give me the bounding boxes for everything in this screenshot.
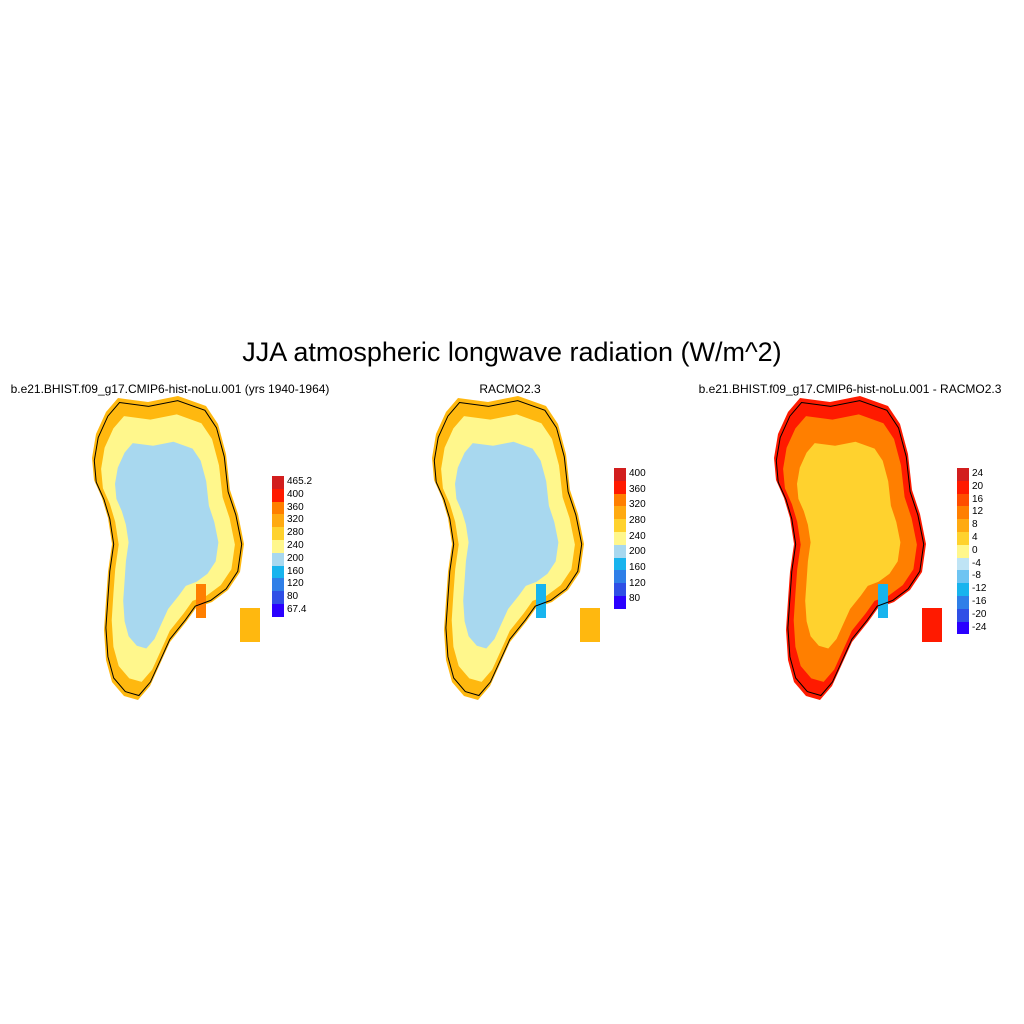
colorbar-tick-label: 80 xyxy=(629,593,641,605)
colorbar-tick-label: 240 xyxy=(629,530,646,542)
colorbar-tick-label: -16 xyxy=(972,596,987,607)
colorbar-tick-label: -20 xyxy=(972,608,987,620)
panel-2-map xyxy=(432,396,600,700)
panel-2-title: RACMO2.3 xyxy=(479,382,541,396)
colorbar-segment xyxy=(272,591,284,604)
ice-sheet-interior xyxy=(455,441,559,649)
colorbar-tick-label: 280 xyxy=(629,514,646,526)
ice-sheet-interior xyxy=(115,441,219,649)
colorbar-segment xyxy=(614,519,626,532)
colorbar-tick-label: 4 xyxy=(972,532,978,543)
colorbar-segment xyxy=(957,468,969,481)
colorbar-segment xyxy=(614,493,626,507)
colorbar-tick-label: 360 xyxy=(629,483,646,495)
colorbar-tick-label: 160 xyxy=(287,565,304,577)
colorbar-segment xyxy=(272,514,284,528)
colorbar-segment xyxy=(272,501,284,515)
colorbar-segment xyxy=(957,493,969,507)
colorbar-segment xyxy=(272,552,284,566)
ice-sheet-interior xyxy=(797,441,901,649)
colorbar-tick-label: 12 xyxy=(972,506,984,518)
colorbar-segment xyxy=(272,476,284,489)
colorbar-tick-label: 67.4 xyxy=(287,604,307,615)
colorbar-segment xyxy=(272,488,284,502)
coastline xyxy=(775,400,925,697)
colorbar-tick-label: 0 xyxy=(972,544,978,556)
colorbar-segment xyxy=(272,540,284,553)
panel-1-title: b.e21.BHIST.f09_g17.CMIP6-hist-noLu.001 … xyxy=(10,382,330,396)
colorbar-tick-label: 200 xyxy=(629,546,646,558)
colorbar-tick-label: 320 xyxy=(287,514,304,526)
colorbar-tick-label: -8 xyxy=(972,570,981,582)
colorbar-segment xyxy=(957,544,969,558)
colorbar-tick-label: 20 xyxy=(972,480,984,492)
colorbar-tick-label: 16 xyxy=(972,493,984,505)
colorbar-segment xyxy=(614,570,626,584)
colorbar-segment xyxy=(272,565,284,579)
colorbar-tick-label: -4 xyxy=(972,557,981,569)
panel-3-map xyxy=(774,396,942,700)
colorbar-segment xyxy=(957,570,969,584)
colorbar-tick-label: 400 xyxy=(287,488,304,500)
colorbar-segment xyxy=(957,506,969,520)
colorbar-tick-label: 400 xyxy=(629,468,646,479)
colorbar-tick-label: 280 xyxy=(287,527,304,539)
ice-sheet-local-feature xyxy=(196,584,206,618)
colorbar-tick-label: -24 xyxy=(972,621,987,633)
colorbar-segment xyxy=(957,621,969,635)
eastern-island xyxy=(240,608,260,642)
colorbar-segment xyxy=(957,583,969,596)
panel-3-title: b.e21.BHIST.f09_g17.CMIP6-hist-noLu.001 … xyxy=(698,382,1002,396)
ice-sheet-local-feature xyxy=(536,584,546,618)
colorbar-tick-label: 24 xyxy=(972,468,984,479)
colorbar-tick-label: 200 xyxy=(287,552,304,564)
colorbar-tick-label: 120 xyxy=(287,578,304,590)
colorbar-segment xyxy=(957,480,969,494)
panel-1-map xyxy=(92,396,260,700)
colorbar-segment xyxy=(614,583,626,596)
colorbar-segment xyxy=(957,519,969,532)
colorbar-segment xyxy=(614,480,626,494)
colorbar-segment xyxy=(957,557,969,571)
colorbar-tick-label: 465.2 xyxy=(287,476,313,487)
coastline xyxy=(433,400,583,697)
colorbar-tick-label: 8 xyxy=(972,519,978,531)
colorbar-segment xyxy=(614,468,626,481)
figure-title: JJA atmospheric longwave radiation (W/m^… xyxy=(242,337,782,367)
colorbar-segment xyxy=(614,557,626,571)
coastline xyxy=(93,400,243,697)
colorbar-segment xyxy=(614,596,626,609)
colorbar-tick-label: 120 xyxy=(629,577,646,589)
colorbar-segment xyxy=(272,604,284,617)
colorbar-segment xyxy=(614,544,626,558)
colorbar-segment xyxy=(614,532,626,545)
colorbar-segment xyxy=(957,608,969,622)
colorbar-tick-label: -12 xyxy=(972,583,987,595)
colorbar-tick-label: 80 xyxy=(287,591,299,603)
colorbar-tick-label: 240 xyxy=(287,540,304,551)
colorbar-segment xyxy=(614,506,626,520)
colorbar-segment xyxy=(957,532,969,545)
colorbar-tick-label: 160 xyxy=(629,561,646,573)
colorbar-segment xyxy=(957,596,969,609)
colorbar-tick-label: 360 xyxy=(287,501,304,513)
eastern-island xyxy=(922,608,942,642)
colorbar-segment xyxy=(272,578,284,592)
ice-sheet-local-feature xyxy=(878,584,888,618)
colorbar-tick-label: 320 xyxy=(629,499,646,511)
eastern-island xyxy=(580,608,600,642)
colorbar-segment xyxy=(272,527,284,540)
